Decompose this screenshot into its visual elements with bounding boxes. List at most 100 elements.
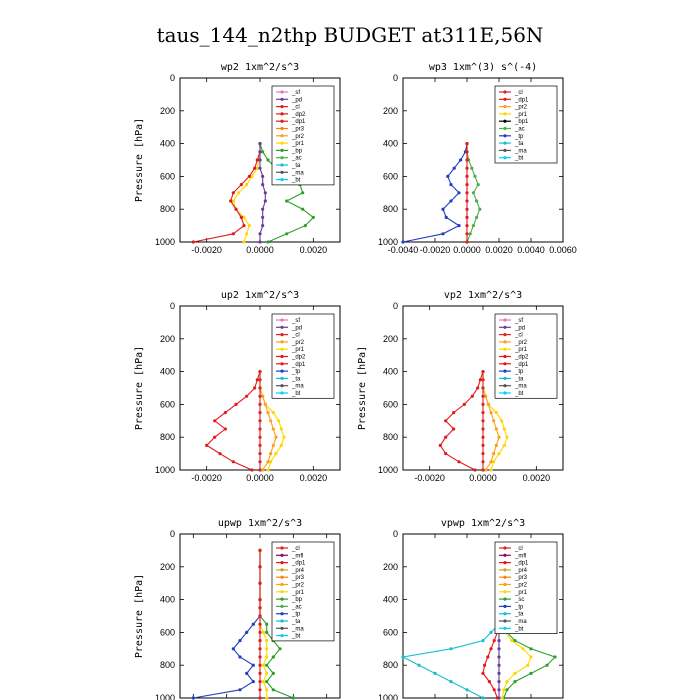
- data-point: [258, 166, 262, 170]
- y-axis-label: Pressure [hPa]: [134, 118, 145, 202]
- legend-label: _ta: [514, 376, 524, 382]
- x-tick-label: 0.0000: [246, 245, 274, 255]
- data-point: [265, 663, 269, 667]
- data-point: [303, 224, 307, 228]
- data-point: [258, 548, 262, 553]
- legend-marker: [280, 590, 284, 594]
- legend-label: _pr2: [514, 583, 528, 589]
- data-point: [231, 460, 235, 464]
- data-point: [465, 199, 469, 203]
- legend-label: _ta: [291, 163, 301, 169]
- y-tick-label: 1000: [155, 465, 175, 475]
- data-point: [452, 411, 456, 415]
- legend-marker: [280, 604, 284, 609]
- data-point: [481, 443, 485, 447]
- data-point: [279, 443, 283, 447]
- data-point: [258, 378, 262, 382]
- data-point: [258, 460, 262, 464]
- data-point: [494, 427, 498, 431]
- data-point: [258, 696, 262, 700]
- chart-panel-2: wp3 1xm^(3) s^(-4)02004006008001000-0.00…: [378, 62, 577, 255]
- data-point: [265, 630, 269, 635]
- data-point: [478, 207, 482, 211]
- data-point: [229, 199, 233, 203]
- x-tick-label: -0.0020: [191, 473, 222, 483]
- chart-panel-3: up2 1xm^2/s^3 Pressure [hPa] 0 200 400 600 800…: [134, 290, 341, 483]
- legend-marker: [280, 318, 284, 322]
- data-point: [231, 232, 235, 236]
- data-point: [301, 191, 305, 195]
- data-point: [242, 215, 246, 219]
- panel-title: upwp 1xm^2/s^3: [218, 518, 302, 529]
- legend-marker: [503, 347, 507, 351]
- data-point: [258, 411, 262, 415]
- data-point: [258, 468, 262, 472]
- data-point: [237, 191, 241, 195]
- legend-marker: [503, 590, 507, 594]
- x-tick-label: 0.0000: [246, 473, 274, 483]
- data-point: [481, 435, 485, 439]
- data-point: [242, 240, 246, 244]
- data-point: [417, 663, 421, 667]
- data-point: [465, 158, 469, 162]
- legend-label: _ma: [291, 384, 304, 390]
- data-point: [492, 688, 496, 692]
- legend-label: _ma: [514, 148, 527, 154]
- legend-label: _pr2: [291, 340, 305, 346]
- data-point: [497, 647, 501, 651]
- data-point: [247, 224, 251, 228]
- y-tick-label: 800: [383, 660, 398, 670]
- x-tick-label: 0.0000: [469, 473, 497, 483]
- data-point: [449, 680, 453, 684]
- panel-title: wp3 1xm^(3) s^(-4): [429, 62, 537, 73]
- legend-marker: [503, 340, 507, 344]
- data-point: [255, 158, 259, 162]
- legend-marker: [280, 148, 284, 152]
- legend-label: _ac: [291, 604, 302, 610]
- data-point: [465, 240, 469, 244]
- legend-marker: [503, 141, 507, 145]
- data-point: [465, 191, 469, 195]
- data-point: [261, 630, 265, 635]
- x-tick-label: 0.0040: [517, 245, 545, 255]
- legend-marker: [503, 568, 507, 572]
- data-point: [497, 655, 501, 659]
- data-point: [462, 402, 466, 406]
- legend-label: _cl: [291, 333, 300, 339]
- data-point: [213, 419, 217, 423]
- y-tick-label: 200: [383, 106, 398, 116]
- data-point: [261, 207, 265, 211]
- data-point: [473, 174, 477, 178]
- data-point: [265, 655, 269, 659]
- legend-label: _pr2: [291, 583, 305, 589]
- legend-label: _pd: [291, 325, 302, 331]
- data-point: [258, 565, 262, 569]
- legend-marker: [503, 391, 507, 395]
- data-point: [265, 680, 269, 684]
- data-point: [239, 183, 243, 187]
- data-point: [251, 622, 255, 626]
- data-point: [481, 419, 485, 423]
- data-point: [481, 386, 485, 390]
- legend-label: _dp1: [291, 362, 306, 368]
- data-point: [489, 468, 493, 472]
- legend-label: _tp: [514, 604, 524, 610]
- legend-label: _pr1: [514, 347, 528, 353]
- data-point: [258, 622, 262, 626]
- data-point: [478, 378, 482, 382]
- legend-label: _cl: [291, 546, 300, 552]
- data-point: [261, 394, 265, 398]
- data-point: [465, 688, 469, 692]
- legend-label: _pr4: [291, 568, 305, 574]
- y-tick-label: 800: [383, 432, 398, 442]
- data-point: [250, 174, 254, 178]
- data-point: [497, 452, 501, 456]
- data-point: [285, 199, 289, 203]
- data-point: [492, 419, 496, 423]
- legend-label: _bp: [291, 148, 303, 154]
- legend-marker: [503, 575, 507, 579]
- legend-marker: [503, 597, 507, 601]
- data-point: [261, 215, 265, 219]
- y-tick-label: 400: [383, 139, 398, 149]
